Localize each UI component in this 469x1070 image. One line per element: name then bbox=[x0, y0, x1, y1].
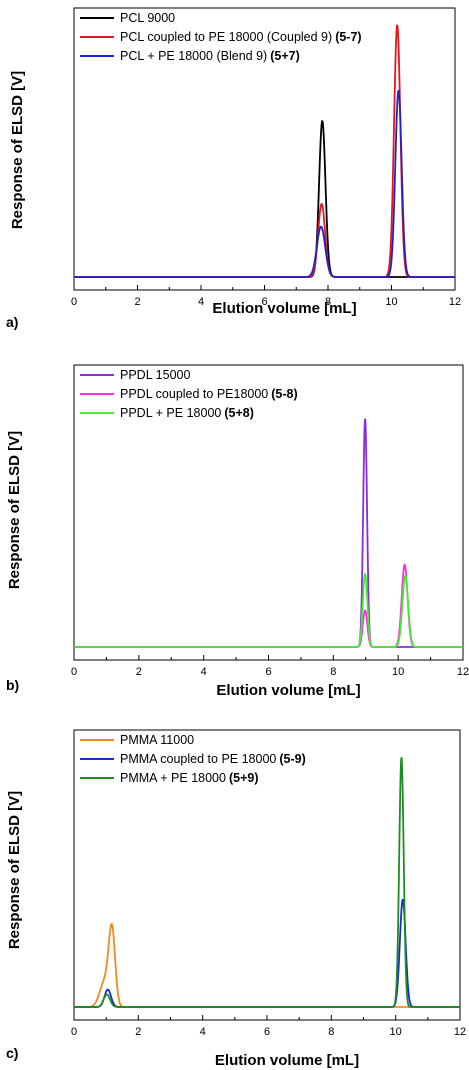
y-axis-title: Response of ELSD [V] bbox=[6, 791, 23, 949]
panel-label: c) bbox=[6, 1045, 18, 1061]
x-tick-label: 12 bbox=[449, 296, 461, 308]
x-axis-title: Elution volume [mL] bbox=[216, 682, 360, 699]
x-tick-label: 12 bbox=[454, 1026, 466, 1038]
legend-entry: PMMA + PE 18000 bbox=[120, 771, 226, 785]
legend-entry: PCL 9000 bbox=[120, 11, 175, 25]
legend-entry: PPDL coupled to PE18000 bbox=[120, 387, 268, 401]
x-axis-title: Elution volume [mL] bbox=[215, 1052, 359, 1069]
legend-entry: PMMA 11000 bbox=[120, 733, 194, 747]
x-tick-label: 6 bbox=[265, 666, 271, 678]
legend-tag: (5+9) bbox=[229, 771, 259, 785]
x-tick-label: 2 bbox=[136, 666, 142, 678]
x-tick-label: 4 bbox=[201, 666, 207, 678]
x-tick-label: 10 bbox=[392, 666, 404, 678]
panel-label: b) bbox=[6, 677, 19, 693]
x-tick-label: 6 bbox=[261, 296, 267, 308]
chart-panel-3: 0 2 4 6 8 10 12 Elution volume [mL] Response of … bbox=[6, 729, 466, 1069]
series-line-2 bbox=[73, 898, 461, 1008]
x-tick-label: 8 bbox=[325, 296, 331, 308]
series-line-2 bbox=[73, 24, 456, 278]
legend-entry: PPDL 15000 bbox=[120, 368, 190, 382]
legend-tag: (5-8) bbox=[271, 387, 297, 401]
legend-tag: (5-7) bbox=[335, 30, 361, 44]
x-tick-label: 0 bbox=[71, 666, 77, 678]
series-line-3 bbox=[73, 757, 461, 1008]
x-tick-label: 10 bbox=[385, 296, 397, 308]
x-tick-label: 2 bbox=[134, 296, 140, 308]
x-tick-label: 2 bbox=[135, 1026, 141, 1038]
series-line-3 bbox=[73, 573, 464, 648]
y-axis-title: Response of ELSD [V] bbox=[6, 431, 23, 589]
chart-panel-2: 0 2 4 6 8 10 12 Elution volume [mL] Response of … bbox=[6, 364, 469, 699]
legend-entry: PPDL + PE 18000 bbox=[120, 406, 221, 420]
panel-label: a) bbox=[6, 314, 18, 330]
x-tick-label: 12 bbox=[457, 666, 469, 678]
legend-tag: (5+8) bbox=[224, 406, 254, 420]
legend-entry: PCL + PE 18000 (Blend 9) bbox=[120, 49, 267, 63]
x-tick-label: 0 bbox=[71, 1026, 77, 1038]
x-tick-label: 10 bbox=[390, 1026, 402, 1038]
legend-tag: (5+7) bbox=[270, 49, 300, 63]
x-axis-title: Elution volume [mL] bbox=[212, 300, 356, 317]
series-line-1 bbox=[73, 120, 456, 278]
x-tick-label: 4 bbox=[200, 1026, 206, 1038]
x-tick-label: 4 bbox=[198, 296, 204, 308]
x-tick-label: 6 bbox=[264, 1026, 270, 1038]
series-line-3 bbox=[73, 90, 456, 278]
series-line-1 bbox=[73, 923, 461, 1008]
chart-panel-1: 0 2 4 6 8 10 12 Elution volume [mL] Response of … bbox=[6, 7, 461, 330]
x-tick-label: 8 bbox=[330, 666, 336, 678]
legend-tag: (5-9) bbox=[279, 752, 305, 766]
series-line-1 bbox=[73, 418, 464, 648]
x-tick-label: 0 bbox=[71, 296, 77, 308]
legend-entry: PCL coupled to PE 18000 (Coupled 9) bbox=[120, 30, 332, 44]
y-axis-title: Response of ELSD [V] bbox=[9, 71, 26, 229]
x-tick-label: 8 bbox=[328, 1026, 334, 1038]
legend-entry: PMMA coupled to PE 18000 bbox=[120, 752, 276, 766]
